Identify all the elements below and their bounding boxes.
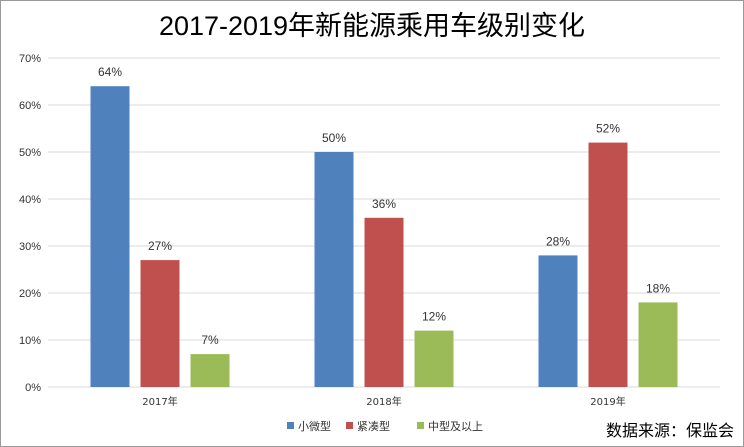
x-tick-label: 2019年 bbox=[590, 395, 625, 408]
y-tick-label: 30% bbox=[19, 241, 41, 253]
bars bbox=[90, 86, 678, 387]
y-tick-label: 10% bbox=[19, 335, 41, 347]
bar bbox=[638, 302, 678, 387]
data-label: 50% bbox=[322, 131, 346, 145]
y-tick-label: 40% bbox=[19, 194, 41, 206]
bar bbox=[588, 142, 628, 387]
legend-label: 小微型 bbox=[298, 419, 331, 433]
y-tick-label: 20% bbox=[19, 288, 41, 300]
data-label: 27% bbox=[148, 239, 172, 253]
bar bbox=[90, 86, 130, 387]
data-label: 28% bbox=[546, 234, 570, 248]
source-note: 数据来源：保监会 bbox=[605, 421, 734, 440]
data-label: 36% bbox=[372, 197, 396, 211]
data-labels: 64% 27% 7% 50% 36% 12% 28% 52% 18% bbox=[98, 65, 670, 347]
bar bbox=[314, 152, 354, 387]
x-axis: 2017年 2018年 2019年 bbox=[142, 395, 625, 408]
legend-label: 紧凑型 bbox=[357, 419, 390, 433]
bar bbox=[190, 354, 230, 387]
data-label: 64% bbox=[98, 65, 122, 79]
data-label: 18% bbox=[646, 281, 670, 295]
y-tick-label: 70% bbox=[19, 53, 41, 65]
legend-label: 中型及以上 bbox=[428, 419, 483, 433]
data-label: 52% bbox=[596, 122, 620, 136]
y-tick-label: 50% bbox=[19, 147, 41, 159]
data-label: 7% bbox=[201, 333, 219, 347]
bar bbox=[140, 260, 180, 387]
legend-swatch bbox=[417, 422, 424, 429]
y-axis: 0% 10% 20% 30% 40% 50% 60% 70% bbox=[19, 53, 41, 394]
bar bbox=[538, 255, 578, 387]
chart-title: 2017-2019年新能源乘用车级别变化 bbox=[158, 11, 586, 41]
x-tick-label: 2017年 bbox=[142, 395, 177, 408]
legend: 小微型 紧凑型 中型及以上 bbox=[287, 419, 483, 433]
x-tick-label: 2018年 bbox=[366, 395, 401, 408]
y-tick-label: 60% bbox=[19, 100, 41, 112]
data-label: 12% bbox=[422, 310, 446, 324]
bar bbox=[364, 217, 404, 387]
legend-swatch bbox=[287, 422, 294, 429]
legend-swatch bbox=[346, 422, 353, 429]
y-tick-label: 0% bbox=[25, 382, 41, 394]
bar bbox=[414, 330, 454, 387]
